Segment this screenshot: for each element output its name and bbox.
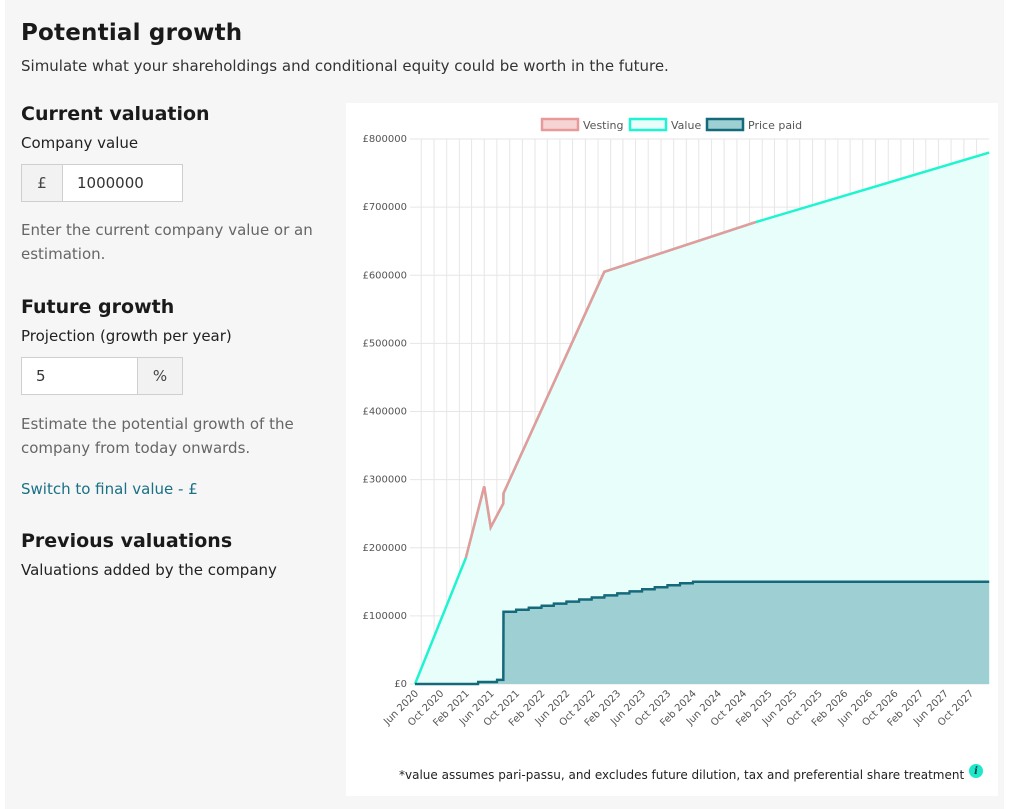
page-subtitle: Simulate what your shareholdings and con…	[21, 57, 669, 75]
y-tick-label: £500000	[362, 338, 407, 349]
y-tick-label: £400000	[362, 407, 407, 418]
legend-swatch	[705, 117, 745, 132]
y-tick-label: £600000	[362, 270, 407, 281]
company-value-input-group: £ 1000000	[21, 164, 183, 202]
legend-swatch	[540, 117, 580, 132]
y-tick-label: £0	[394, 679, 407, 690]
info-icon[interactable]: i	[969, 764, 983, 778]
page-title: Potential growth	[21, 20, 243, 46]
y-tick-label: £800000	[362, 134, 407, 145]
future-growth-heading: Future growth	[21, 296, 175, 318]
legend-label: Value	[671, 119, 701, 132]
previous-valuations-heading: Previous valuations	[21, 530, 233, 552]
company-value-input[interactable]: 1000000	[63, 165, 182, 201]
growth-chart-card: £0 £100000 £200000 £300000 £400000 £500000 £60…	[346, 103, 998, 796]
growth-projection-label: Projection (growth per year)	[21, 327, 232, 345]
potential-growth-panel: Potential growth Simulate what your shar…	[5, 0, 1004, 809]
growth-help: Estimate the potential growth of the com…	[21, 415, 294, 457]
growth-rate-input[interactable]: 5	[22, 358, 138, 394]
chart-footnote: *value assumes pari-passu, and excludes …	[399, 768, 965, 782]
currency-addon: £	[22, 165, 63, 201]
price-paid-area	[415, 581, 990, 684]
y-tick-label: £300000	[362, 475, 407, 486]
legend-swatch	[628, 117, 668, 132]
switch-to-final-value-link[interactable]: Switch to final value - £	[21, 480, 198, 498]
y-tick-label: £100000	[362, 611, 407, 622]
legend-label: Vesting	[583, 119, 624, 132]
percent-addon: %	[138, 358, 182, 394]
company-value-label: Company value	[21, 134, 139, 152]
growth-input-group: 5 %	[21, 357, 183, 395]
company-value-help: Enter the current company value or an es…	[21, 221, 313, 263]
value-area	[415, 152, 990, 685]
legend-label: Price paid	[748, 119, 802, 132]
current-valuation-heading: Current valuation	[21, 103, 210, 125]
previous-valuations-label: Valuations added by the company	[21, 561, 277, 579]
y-tick-label: £700000	[362, 202, 407, 213]
growth-chart: £0 £100000 £200000 £300000 £400000 £500000 £60…	[362, 117, 990, 729]
vesting-line	[464, 220, 757, 559]
price-paid-line	[415, 580, 990, 686]
y-tick-label: £200000	[362, 543, 407, 554]
